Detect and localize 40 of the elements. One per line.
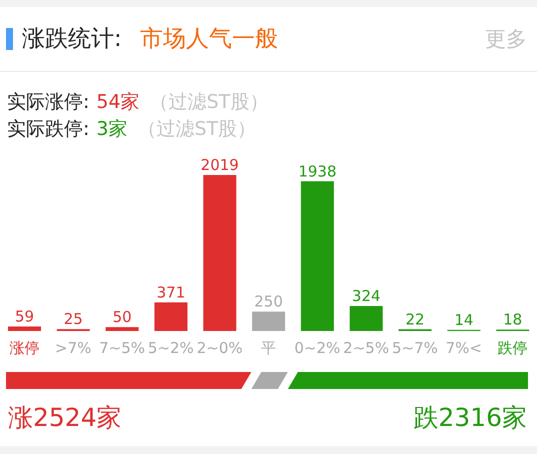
data-label: 18: [503, 310, 522, 329]
bar: [350, 306, 383, 331]
bar: [106, 327, 139, 331]
x-tick-label: 跌停: [498, 339, 528, 357]
data-label: 1938: [298, 162, 337, 180]
x-tick-label: 平: [261, 339, 276, 357]
bar: [300, 181, 334, 331]
data-label: 22: [406, 310, 425, 328]
bar: [252, 312, 286, 331]
data-label: 59: [14, 307, 34, 326]
data-label: 2019: [200, 156, 239, 174]
text: 涨2524家: [8, 403, 122, 432]
data-label: 250: [254, 292, 283, 311]
text: 跌2316家: [413, 403, 527, 432]
chart-subtitle: 市场人气一般: [140, 26, 278, 52]
x-tick-label: 涨停: [9, 339, 40, 357]
bar: [203, 175, 236, 331]
text: 3家: [96, 118, 128, 140]
bar: [154, 302, 188, 331]
x-tick-label: 7%<: [446, 339, 482, 357]
text: 实际涨停:: [7, 91, 90, 113]
x-tick-label: 5~2%: [148, 339, 194, 357]
x-tick-label: >7%: [55, 339, 92, 357]
data-label: 50: [112, 308, 132, 326]
text: （过滤ST股）: [138, 118, 256, 140]
chart-title: 涨跌统计:: [22, 26, 122, 52]
x-tick-label: 2~5%: [343, 339, 390, 357]
data-label: 324: [352, 286, 381, 305]
x-tick-label: 2~0%: [196, 339, 243, 357]
x-tick-label: 7~5%: [99, 339, 146, 357]
data-label: 371: [156, 283, 186, 302]
text: （过滤ST股）: [150, 91, 268, 113]
text: 更多: [485, 27, 527, 51]
text: 实际跌停:: [7, 118, 90, 140]
text: 54家: [96, 91, 140, 113]
x-tick-label: 0~2%: [294, 339, 340, 357]
x-tick-label: 5~7%: [392, 339, 438, 357]
data-label: 14: [454, 310, 474, 329]
data-label: 25: [64, 310, 83, 328]
bar: [8, 326, 41, 331]
